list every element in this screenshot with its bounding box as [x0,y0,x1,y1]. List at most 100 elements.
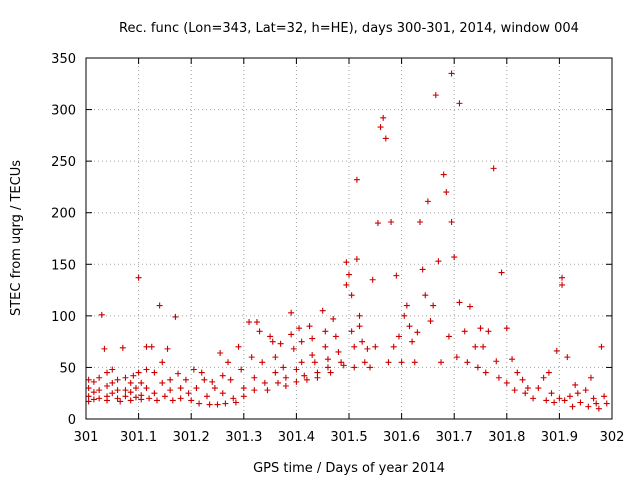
data-point [203,393,210,400]
data-point [127,379,134,386]
data-point [164,345,171,352]
data-point [587,374,594,381]
y-axis-label: STEC from uqrg / TECUs [9,160,24,316]
data-point [253,319,260,326]
data-point [248,354,255,361]
data-point [314,369,321,376]
data-point [461,328,468,335]
data-point [417,218,424,225]
x-tick-label: 301.5 [330,430,367,445]
data-point [122,374,129,381]
data-point [322,343,329,350]
data-point [306,323,313,330]
data-point [330,315,337,322]
data-point [427,318,434,325]
x-tick-label: 302 [600,430,625,445]
data-point [309,335,316,342]
data-point [393,272,400,279]
data-point [398,359,405,366]
data-point [167,376,174,383]
data-point [519,376,526,383]
data-point [301,372,308,379]
data-point [96,395,103,402]
data-point [104,369,111,376]
x-tick-label: 301.3 [225,430,262,445]
data-point [353,176,360,183]
data-point [280,364,287,371]
data-point [559,274,566,281]
data-point [490,165,497,172]
data-point [198,369,205,376]
data-point [269,338,276,345]
data-point [480,343,487,350]
tick-layer: 301 301.1 301.2 301.3 301.4 301.5 301.6 301.7 30… [51,52,624,445]
data-point [114,395,121,402]
data-point [114,387,121,394]
data-point [282,374,289,381]
data-point [346,271,352,278]
data-point [193,385,200,392]
data-point [545,369,552,376]
data-point [259,359,266,366]
data-point [430,302,437,309]
data-point [109,366,116,373]
data-point [96,387,103,394]
y-tick-label: 0 [68,413,76,428]
data-point [311,359,318,366]
data-point [380,114,387,121]
data-point [374,220,381,227]
x-axis-label: GPS time / Days of year 2014 [253,461,445,476]
data-point [503,325,510,332]
data-point [474,364,481,371]
data-point [551,399,558,406]
data-point [574,390,581,397]
data-point [530,395,537,402]
data-point [169,397,176,404]
data-point [503,379,510,386]
data-point [101,345,108,352]
data-point [343,281,350,288]
data-point [548,390,555,397]
data-point [251,387,258,394]
data-point [472,343,479,350]
data-point [130,372,137,379]
data-point [143,366,150,373]
data-point [559,281,566,288]
data-point [395,333,402,340]
data-points [85,70,610,412]
data-point [309,352,316,359]
y-tick-label: 250 [51,155,76,170]
data-point [382,135,389,142]
data-point [359,338,366,345]
data-point [445,333,452,340]
data-point [201,376,208,383]
data-point [335,348,342,355]
data-point [411,359,418,366]
data-point [367,364,374,371]
data-point [85,398,92,405]
data-point [577,399,584,406]
data-point [495,374,502,381]
data-point [238,366,245,373]
data-point [161,393,168,400]
x-tick-label: 301.1 [120,430,157,445]
data-point [185,390,192,397]
data-point [422,292,429,299]
data-point [448,70,455,77]
data-point [288,309,295,316]
data-point [482,369,489,376]
data-point [154,397,161,404]
data-point [177,385,184,392]
data-point [419,266,426,273]
data-point [319,307,326,314]
data-point [351,364,358,371]
data-point [114,376,121,383]
data-point [104,397,111,404]
data-point [104,382,111,389]
data-point [214,401,221,408]
data-point [593,400,600,407]
data-point [493,358,500,365]
data-point [135,274,142,281]
data-point [151,390,158,397]
